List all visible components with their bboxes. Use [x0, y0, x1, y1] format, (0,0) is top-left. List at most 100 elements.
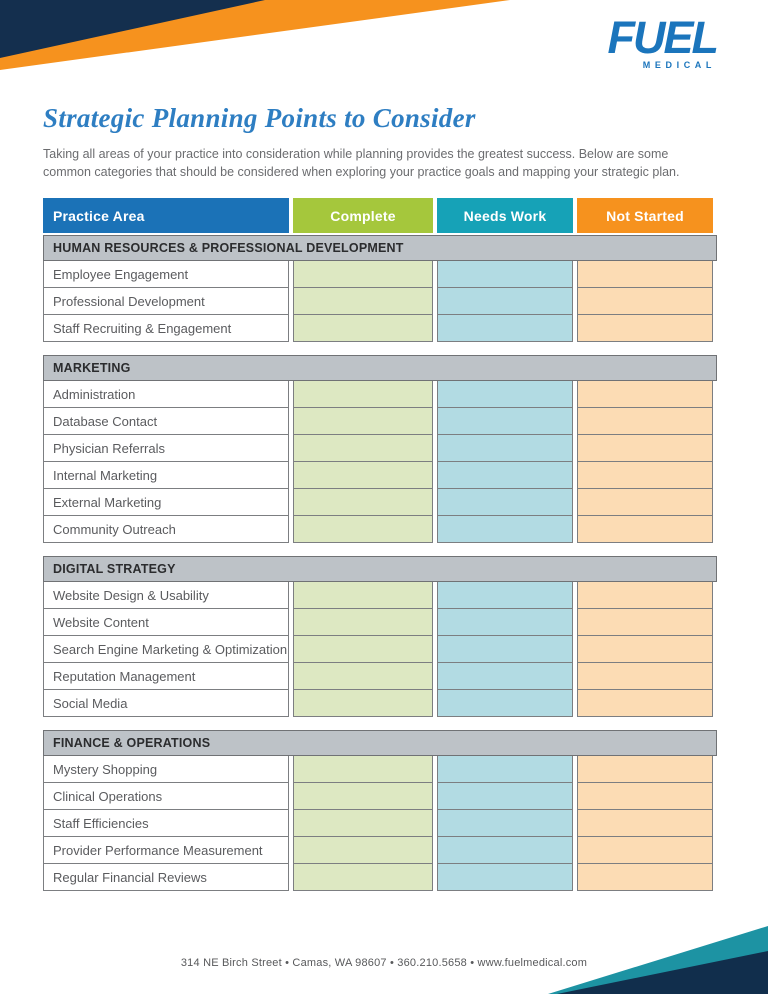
table-header-row: Practice Area Complete Needs Work Not St…: [43, 198, 717, 233]
column-header-needs-work: Needs Work: [437, 198, 573, 233]
logo-medical-label: MEDICAL: [642, 60, 716, 70]
status-cell-not-started: [577, 288, 713, 315]
status-cell-needs-work: [437, 261, 573, 288]
row-label: Provider Performance Measurement: [43, 837, 289, 864]
row-label: Professional Development: [43, 288, 289, 315]
table-row: Community Outreach: [43, 516, 717, 543]
status-cell-not-started: [577, 489, 713, 516]
status-cell-complete: [293, 783, 433, 810]
status-cell-needs-work: [437, 381, 573, 408]
status-cell-complete: [293, 864, 433, 891]
status-cell-needs-work: [437, 609, 573, 636]
status-cell-complete: [293, 756, 433, 783]
intro-paragraph: Taking all areas of your practice into c…: [43, 147, 680, 179]
footer-contact-line: 314 NE Birch Street • Camas, WA 98607 • …: [180, 957, 588, 969]
footer-decoration-navy-shape: [557, 951, 768, 994]
status-cell-not-started: [577, 462, 713, 489]
row-label: Reputation Management: [43, 663, 289, 690]
row-label: External Marketing: [43, 489, 289, 516]
status-cell-complete: [293, 690, 433, 717]
status-cell-needs-work: [437, 756, 573, 783]
status-cell-complete: [293, 663, 433, 690]
row-label: Website Design & Usability: [43, 582, 289, 609]
status-cell-complete: [293, 489, 433, 516]
status-cell-not-started: [577, 864, 713, 891]
table-row: Website Content: [43, 609, 717, 636]
status-cell-not-started: [577, 783, 713, 810]
page-title: Strategic Planning Points to Consider: [43, 103, 476, 133]
status-cell-complete: [293, 582, 433, 609]
status-cell-needs-work: [437, 837, 573, 864]
footer-decoration: [548, 926, 768, 994]
status-cell-complete: [293, 609, 433, 636]
table-sections: HUMAN RESOURCES & PROFESSIONAL DEVELOPME…: [43, 235, 717, 891]
table-row: Internal Marketing: [43, 462, 717, 489]
status-cell-not-started: [577, 810, 713, 837]
status-cell-complete: [293, 288, 433, 315]
status-cell-not-started: [577, 315, 713, 342]
status-cell-complete: [293, 408, 433, 435]
logo-wordmark: FUEL: [607, 12, 719, 63]
status-cell-complete: [293, 261, 433, 288]
status-cell-not-started: [577, 837, 713, 864]
row-label: Community Outreach: [43, 516, 289, 543]
table-row: Physician Referrals: [43, 435, 717, 462]
table-row: Clinical Operations: [43, 783, 717, 810]
status-cell-not-started: [577, 756, 713, 783]
section-header: FINANCE & OPERATIONS: [43, 730, 717, 756]
section-header: DIGITAL STRATEGY: [43, 556, 717, 582]
status-cell-not-started: [577, 516, 713, 543]
column-header-practice-area: Practice Area: [43, 198, 289, 233]
status-cell-needs-work: [437, 489, 573, 516]
table-row: Social Media: [43, 690, 717, 717]
table-row: Administration: [43, 381, 717, 408]
status-cell-needs-work: [437, 288, 573, 315]
status-cell-needs-work: [437, 864, 573, 891]
status-cell-not-started: [577, 609, 713, 636]
status-cell-not-started: [577, 408, 713, 435]
status-cell-complete: [293, 837, 433, 864]
planning-table: Practice Area Complete Needs Work Not St…: [43, 198, 717, 891]
table-row: Provider Performance Measurement: [43, 837, 717, 864]
table-section: HUMAN RESOURCES & PROFESSIONAL DEVELOPME…: [43, 235, 717, 342]
status-cell-needs-work: [437, 783, 573, 810]
status-cell-needs-work: [437, 582, 573, 609]
table-section: MARKETING Administration Database Contact P…: [43, 355, 717, 543]
table-row: Employee Engagement: [43, 261, 717, 288]
section-header: MARKETING: [43, 355, 717, 381]
status-cell-complete: [293, 810, 433, 837]
header-decoration: [0, 0, 510, 70]
row-label: Staff Efficiencies: [43, 810, 289, 837]
status-cell-needs-work: [437, 435, 573, 462]
table-row: Mystery Shopping: [43, 756, 717, 783]
row-label: Regular Financial Reviews: [43, 864, 289, 891]
status-cell-needs-work: [437, 663, 573, 690]
page-content: Strategic Planning Points to Consider Ta…: [43, 70, 717, 891]
status-cell-not-started: [577, 690, 713, 717]
header-decoration-navy-shape: [0, 0, 265, 58]
status-cell-needs-work: [437, 408, 573, 435]
row-label: Internal Marketing: [43, 462, 289, 489]
row-label: Administration: [43, 381, 289, 408]
table-row: Search Engine Marketing & Optimization: [43, 636, 717, 663]
status-cell-not-started: [577, 636, 713, 663]
row-label: Website Content: [43, 609, 289, 636]
status-cell-complete: [293, 462, 433, 489]
table-row: External Marketing: [43, 489, 717, 516]
row-label: Employee Engagement: [43, 261, 289, 288]
status-cell-complete: [293, 315, 433, 342]
table-row: Professional Development: [43, 288, 717, 315]
status-cell-needs-work: [437, 810, 573, 837]
row-label: Clinical Operations: [43, 783, 289, 810]
section-header: HUMAN RESOURCES & PROFESSIONAL DEVELOPME…: [43, 235, 717, 261]
status-cell-complete: [293, 381, 433, 408]
table-row: Staff Efficiencies: [43, 810, 717, 837]
column-header-not-started: Not Started: [577, 198, 713, 233]
status-cell-complete: [293, 516, 433, 543]
table-section: DIGITAL STRATEGY Website Design & Usabili…: [43, 556, 717, 717]
status-cell-not-started: [577, 261, 713, 288]
status-cell-complete: [293, 636, 433, 663]
table-row: Website Design & Usability: [43, 582, 717, 609]
status-cell-needs-work: [437, 636, 573, 663]
table-row: Staff Recruiting & Engagement: [43, 315, 717, 342]
